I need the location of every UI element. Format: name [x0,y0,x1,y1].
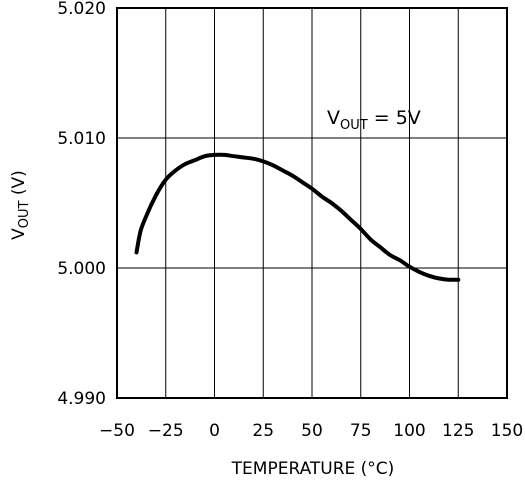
x-tick-label: 25 [252,421,274,441]
y-tick-label: 4.990 [57,389,106,409]
y-tick-labels: 4.990 5.000 5.010 5.020 [57,0,106,409]
y-axis-title-rest: (V) [9,170,29,200]
y-tick-label: 5.010 [57,129,106,149]
y-axis-title: VOUT (V) [9,170,32,240]
plot-frame [116,7,508,399]
annotation: VOUT = 5V [327,107,421,133]
y-tick-label: 5.020 [57,0,106,19]
x-tick-labels: −50 −25 0 25 50 75 100 125 150 [99,421,523,441]
x-tick-label: 125 [442,421,474,441]
x-tick-label: 75 [350,421,372,441]
grid [116,7,508,399]
x-tick-label: 0 [209,421,220,441]
x-tick-label: −50 [99,421,135,441]
annotation-sub: OUT [340,118,368,133]
x-axis-title: TEMPERATURE (°C) [231,459,395,479]
x-tick-label: −25 [148,421,184,441]
x-tick-label: 50 [301,421,323,441]
y-tick-label: 5.000 [57,259,106,279]
x-tick-label: 150 [491,421,523,441]
annotation-rest: = 5V [368,107,421,129]
y-axis-title-main: V [9,228,29,240]
annotation-main: V [327,107,340,129]
series-line [134,152,461,282]
x-tick-label: 100 [393,421,425,441]
y-axis-title-sub: OUT [17,200,32,228]
